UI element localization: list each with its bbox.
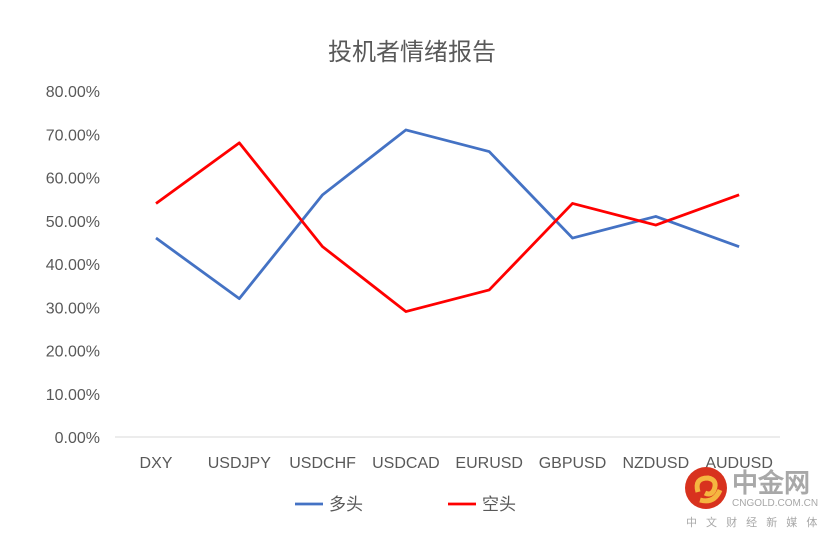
x-tick-label: DXY	[140, 455, 173, 472]
svg-text:CNGOLD.COM.CN: CNGOLD.COM.CN	[732, 498, 818, 509]
series-line-short	[155, 141, 740, 313]
x-tick-label: AUDUSD	[705, 455, 773, 472]
legend-label: 空头	[482, 495, 516, 514]
x-tick-label: USDJPY	[208, 455, 271, 472]
svg-text:中 文 财 经 新 媒 体: 中 文 财 经 新 媒 体	[686, 515, 820, 529]
svg-text:中金网: 中金网	[732, 468, 810, 498]
series-line-long	[155, 128, 740, 301]
legend-label: 多头	[329, 495, 363, 514]
y-tick-label: 0.00%	[55, 430, 100, 447]
y-tick-label: 70.00%	[46, 127, 100, 144]
x-tick-label: EURUSD	[455, 455, 523, 472]
y-tick-label: 60.00%	[46, 171, 100, 188]
x-tick-label: USDCAD	[372, 455, 440, 472]
cngold-logo-icon: 中金网 CNGOLD.COM.CN 中 文 财 经 新 媒 体	[685, 467, 820, 529]
cngold-watermark: 中金网 CNGOLD.COM.CN 中 文 财 经 新 媒 体	[684, 462, 834, 532]
y-tick-label: 40.00%	[46, 257, 100, 274]
y-tick-label: 50.00%	[46, 214, 100, 231]
y-tick-label: 10.00%	[46, 387, 100, 404]
y-tick-label: 80.00%	[46, 84, 100, 101]
x-tick-label: GBPUSD	[539, 455, 607, 472]
y-tick-label: 20.00%	[46, 344, 100, 361]
y-tick-label: 30.00%	[46, 300, 100, 317]
chart-title: 投机者情绪报告	[328, 39, 496, 66]
x-tick-label: USDCHF	[289, 455, 356, 472]
x-tick-label: NZDUSD	[622, 455, 689, 472]
